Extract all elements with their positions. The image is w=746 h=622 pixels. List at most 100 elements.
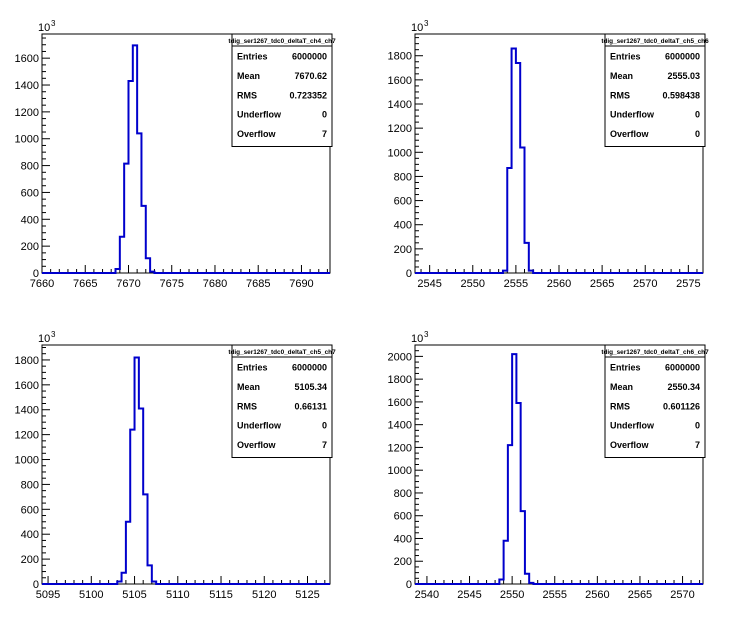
histogram-pad: 0 200 400 600 800 1000 1200 1400 1600 1800 10 3 2545…: [388, 19, 710, 290]
stats-row-value: 6000000: [665, 52, 700, 62]
stats-row-value: 7: [322, 129, 327, 139]
y-tick-label: 800: [394, 171, 412, 183]
y-multiplier-exponent: 3: [424, 330, 429, 339]
y-tick-label: 600: [394, 196, 412, 208]
y-tick-label: 400: [394, 220, 412, 232]
y-tick-label: 400: [21, 529, 39, 541]
stats-row-value: 0.598438: [662, 90, 700, 100]
stats-row-label: Overflow: [610, 440, 650, 450]
stats-histogram-name: tdig_ser1267_tdc0_deltaT_ch5_ch6: [601, 38, 709, 45]
stats-row-label: Entries: [610, 52, 641, 62]
stats-row-label: RMS: [610, 90, 630, 100]
stats-histogram-name: tdig_ser1267_tdc0_deltaT_ch4_ch7: [228, 38, 336, 45]
y-tick-label: 1000: [388, 465, 412, 477]
y-tick-label: 0: [33, 579, 39, 591]
x-tick-label: 2545: [457, 589, 481, 601]
x-tick-label: 2560: [585, 589, 609, 601]
stats-row-label: Mean: [237, 71, 260, 81]
stats-row-label: Mean: [610, 382, 633, 392]
x-tick-label: 2570: [633, 278, 657, 290]
x-tick-label: 2540: [415, 589, 439, 601]
stats-row-label: Mean: [237, 382, 260, 392]
x-tick-label: 2550: [500, 589, 524, 601]
stats-box: tdig_ser1267_tdc0_deltaT_ch4_ch7 Entries 6…: [228, 33, 336, 147]
y-multiplier-label: 10: [38, 22, 50, 34]
stats-row-label: Mean: [610, 71, 633, 81]
histogram-pad: 0 200 400 600 800 1000 1200 1400 1600 10 3 7660 7665…: [15, 19, 337, 290]
x-tick-label: 2565: [628, 589, 652, 601]
stats-row-value: 0.601126: [663, 401, 700, 411]
y-tick-label: 0: [406, 579, 412, 591]
x-tick-label: 2550: [461, 278, 485, 290]
stats-row-label: RMS: [237, 90, 257, 100]
histogram-outline: [415, 47, 703, 274]
histogram-pad: 0 200 400 600 800 1000 1200 1400 1600 1800 2000 10 3…: [388, 330, 710, 601]
y-tick-label: 200: [394, 556, 412, 568]
x-tick-label: 2555: [542, 589, 566, 601]
x-tick-label: 2555: [504, 278, 528, 290]
stats-row-label: Overflow: [610, 129, 650, 139]
y-multiplier-exponent: 3: [51, 330, 56, 339]
y-tick-label: 800: [394, 488, 412, 500]
stats-row-value: 0.66131: [294, 401, 327, 411]
y-tick-label: 1800: [388, 51, 412, 63]
stats-row-value: 0: [322, 421, 327, 431]
stats-row-label: RMS: [610, 401, 630, 411]
y-tick-label: 2000: [388, 351, 412, 363]
stats-row-value: 0: [695, 421, 700, 431]
stats-row-value: 0: [695, 129, 700, 139]
x-tick-label: 7665: [73, 278, 97, 290]
stats-row-value: 2555.03: [667, 71, 700, 81]
y-tick-label: 1600: [15, 53, 39, 65]
stats-histogram-name: tdig_ser1267_tdc0_deltaT_ch5_ch7: [228, 349, 336, 356]
x-tick-label: 5110: [166, 589, 190, 601]
y-tick-label: 1200: [388, 442, 412, 454]
stats-row-value: 7670.62: [294, 71, 327, 81]
y-tick-label: 1400: [15, 80, 39, 92]
y-tick-label: 1000: [388, 147, 412, 159]
y-tick-label: 600: [21, 187, 39, 199]
y-multiplier-label: 10: [411, 22, 423, 34]
x-tick-label: 5100: [79, 589, 103, 601]
stats-box-frame: [604, 344, 706, 458]
y-tick-label: 800: [21, 479, 39, 491]
x-tick-label: 5105: [122, 589, 146, 601]
y-tick-label: 200: [21, 554, 39, 566]
x-tick-label: 2545: [417, 278, 441, 290]
x-tick-label: 7660: [30, 278, 54, 290]
y-tick-label: 1400: [388, 420, 412, 432]
y-tick-label: 1800: [15, 355, 39, 367]
stats-row-label: Entries: [237, 363, 268, 373]
y-tick-label: 200: [394, 244, 412, 256]
x-tick-label: 5125: [295, 589, 319, 601]
x-tick-label: 5115: [209, 589, 233, 601]
stats-row-value: 6000000: [292, 363, 327, 373]
y-tick-label: 1400: [388, 99, 412, 111]
histogram-pad: 0 200 400 600 800 1000 1200 1400 1600 1800 10 3 5095…: [15, 330, 337, 601]
stats-row-value: 6000000: [292, 52, 327, 62]
stats-row-value: 7: [695, 440, 700, 450]
stats-box-frame: [231, 33, 333, 147]
y-tick-label: 1800: [388, 374, 412, 386]
x-tick-label: 5120: [252, 589, 276, 601]
stats-row-label: Overflow: [237, 129, 277, 139]
y-tick-label: 1600: [388, 397, 412, 409]
y-tick-label: 1200: [15, 107, 39, 119]
x-tick-label: 7690: [289, 278, 313, 290]
y-tick-label: 1000: [15, 455, 39, 467]
x-tick-label: 2575: [676, 278, 700, 290]
stats-row-label: Underflow: [237, 110, 282, 120]
histogram-outline: [415, 353, 703, 585]
stats-row-value: 0: [695, 110, 700, 120]
stats-box: tdig_ser1267_tdc0_deltaT_ch5_ch7 Entries 6…: [228, 344, 336, 458]
stats-row-value: 0.723352: [289, 90, 327, 100]
y-tick-label: 1400: [15, 405, 39, 417]
y-tick-label: 200: [21, 241, 39, 253]
x-tick-label: 7680: [203, 278, 227, 290]
stats-row-value: 0: [322, 110, 327, 120]
y-tick-label: 400: [394, 533, 412, 545]
y-tick-label: 600: [394, 511, 412, 523]
y-multiplier-exponent: 3: [424, 19, 429, 28]
y-tick-label: 1200: [15, 430, 39, 442]
